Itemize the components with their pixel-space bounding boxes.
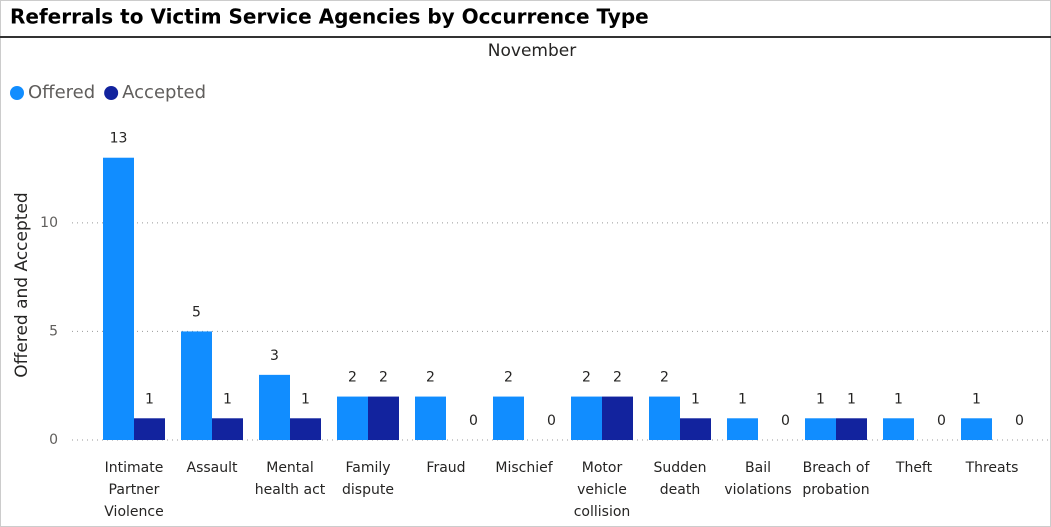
bar: [493, 396, 524, 440]
data-label: 1: [816, 391, 825, 407]
y-tick-label: 0: [49, 432, 58, 448]
y-tick-label: 10: [40, 215, 58, 231]
bar: [290, 418, 321, 440]
x-tick-label: Mischief: [495, 460, 553, 476]
data-label: 2: [660, 370, 669, 386]
data-label: 0: [1015, 413, 1024, 429]
bar: [805, 418, 836, 440]
data-label: 3: [270, 348, 279, 364]
data-label: 2: [426, 370, 435, 386]
data-label: 1: [738, 391, 747, 407]
y-tick-label: 5: [49, 323, 58, 339]
bar: [415, 396, 446, 440]
x-tick-label: Intimate Partner Violence: [104, 460, 163, 520]
data-label: 1: [145, 391, 154, 407]
bar: [680, 418, 711, 440]
data-label: 1: [972, 391, 981, 407]
bar: [649, 396, 680, 440]
legend-swatch: [10, 86, 24, 100]
data-label: 2: [379, 370, 388, 386]
bar: [181, 331, 212, 440]
x-tick-label: Threats: [965, 460, 1019, 476]
data-label: 2: [348, 370, 357, 386]
data-label: 1: [301, 391, 310, 407]
data-label: 1: [691, 391, 700, 407]
data-label: 0: [937, 413, 946, 429]
chart-title: Referrals to Victim Service Agencies by …: [10, 5, 649, 29]
data-label: 1: [847, 391, 856, 407]
x-tick-label: Assault: [187, 460, 239, 476]
x-tick-label: Sudden death: [653, 460, 706, 498]
x-tick-label: Breach of probation: [802, 460, 870, 498]
data-label: 2: [613, 370, 622, 386]
bar: [368, 396, 399, 440]
x-tick-label: Bail violations: [724, 460, 791, 498]
data-label: 0: [781, 413, 790, 429]
data-label: 5: [192, 304, 201, 320]
bar: [134, 418, 165, 440]
y-axis-label: Offered and Accepted: [12, 192, 32, 377]
bar: [103, 157, 134, 440]
bar: [571, 396, 602, 440]
data-label: 1: [894, 391, 903, 407]
legend-swatch: [104, 86, 119, 100]
bar: [883, 418, 914, 440]
x-tick-label: Family dispute: [342, 460, 394, 498]
x-tick-label: Mental health act: [255, 460, 326, 498]
bar: [259, 374, 290, 440]
x-tick-label: Theft: [895, 460, 933, 476]
data-label: 2: [582, 370, 591, 386]
data-label: 0: [469, 413, 478, 429]
bar: [961, 418, 992, 440]
bar: [727, 418, 758, 440]
data-label: 1: [223, 391, 232, 407]
chart-subtitle: November: [488, 41, 576, 61]
data-label: 0: [547, 413, 556, 429]
data-label: 13: [110, 131, 128, 147]
legend-label: Offered: [28, 82, 95, 103]
bar: [337, 396, 368, 440]
legend-label: Accepted: [122, 82, 206, 103]
data-label: 2: [504, 370, 513, 386]
bar: [836, 418, 867, 440]
x-tick-label: Motor vehicle collision: [574, 460, 631, 520]
bar: [602, 396, 633, 440]
bar: [212, 418, 243, 440]
x-tick-label: Fraud: [426, 460, 465, 476]
